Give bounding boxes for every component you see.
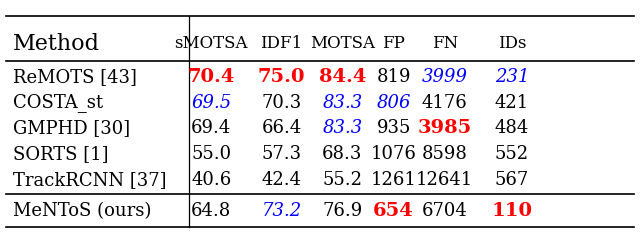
Text: 110: 110 (492, 202, 532, 220)
Text: 231: 231 (495, 68, 529, 86)
Text: 12641: 12641 (416, 171, 474, 189)
Text: 42.4: 42.4 (262, 171, 301, 189)
Text: 83.3: 83.3 (323, 94, 362, 112)
Text: 69.5: 69.5 (191, 94, 231, 112)
Text: MOTSA: MOTSA (310, 35, 375, 52)
Text: 83.3: 83.3 (323, 120, 362, 137)
Text: 819: 819 (376, 68, 411, 86)
Text: 4176: 4176 (422, 94, 468, 112)
Text: 55.2: 55.2 (323, 171, 362, 189)
Text: ReMOTS [43]: ReMOTS [43] (13, 68, 137, 86)
Text: GMPHD [30]: GMPHD [30] (13, 120, 130, 137)
Text: 484: 484 (495, 120, 529, 137)
Text: 552: 552 (495, 145, 529, 163)
Text: 73.2: 73.2 (262, 202, 301, 220)
Text: MeNToS (ours): MeNToS (ours) (13, 202, 151, 220)
Text: 654: 654 (373, 202, 414, 220)
Text: 806: 806 (376, 94, 411, 112)
Text: 40.6: 40.6 (191, 171, 231, 189)
Text: SORTS [1]: SORTS [1] (13, 145, 108, 163)
Text: 70.3: 70.3 (262, 94, 301, 112)
Text: IDF1: IDF1 (260, 35, 303, 52)
Text: 1076: 1076 (371, 145, 417, 163)
Text: FP: FP (382, 35, 405, 52)
Text: sMOTSA: sMOTSA (175, 35, 248, 52)
Text: 1261: 1261 (371, 171, 417, 189)
Text: 421: 421 (495, 94, 529, 112)
Text: 84.4: 84.4 (319, 68, 366, 86)
Text: 75.0: 75.0 (258, 68, 305, 86)
Text: 8598: 8598 (422, 145, 468, 163)
Text: 64.8: 64.8 (191, 202, 231, 220)
Text: 66.4: 66.4 (262, 120, 301, 137)
Text: 76.9: 76.9 (323, 202, 362, 220)
Text: TrackRCNN [37]: TrackRCNN [37] (13, 171, 166, 189)
Text: 70.4: 70.4 (188, 68, 235, 86)
Text: Method: Method (13, 33, 100, 55)
Text: 3999: 3999 (422, 68, 468, 86)
Text: COSTA_st: COSTA_st (13, 93, 103, 112)
Text: 3985: 3985 (418, 120, 472, 137)
Text: 6704: 6704 (422, 202, 468, 220)
Text: FN: FN (431, 35, 458, 52)
Text: 68.3: 68.3 (322, 145, 363, 163)
Text: 69.4: 69.4 (191, 120, 231, 137)
Text: 567: 567 (495, 171, 529, 189)
Text: 935: 935 (376, 120, 411, 137)
Text: 57.3: 57.3 (262, 145, 301, 163)
Text: IDs: IDs (498, 35, 526, 52)
Text: 55.0: 55.0 (191, 145, 231, 163)
